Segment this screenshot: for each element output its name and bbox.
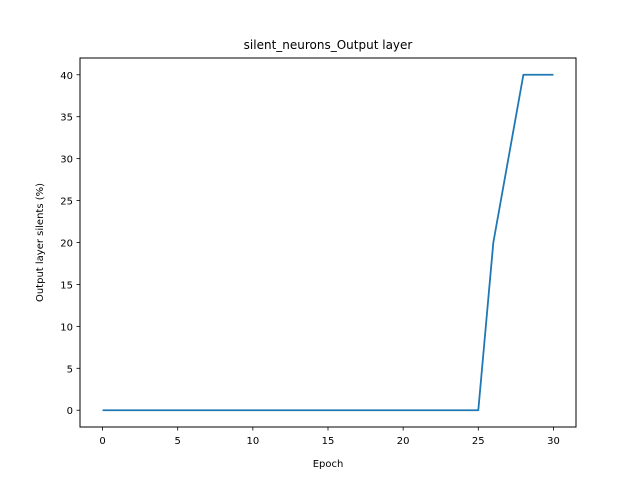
y-tick-label: 25 bbox=[60, 197, 73, 208]
data-point bbox=[341, 408, 345, 412]
y-tick-label: 40 bbox=[60, 71, 73, 82]
data-point bbox=[401, 408, 405, 412]
y-tick-label: 30 bbox=[60, 155, 73, 166]
x-tick-label: 0 bbox=[99, 436, 105, 447]
data-point bbox=[296, 408, 300, 412]
y-tick-label: 0 bbox=[67, 406, 73, 417]
y-tick-label: 35 bbox=[60, 113, 73, 124]
data-point bbox=[551, 73, 555, 77]
data-point bbox=[386, 408, 390, 412]
data-point bbox=[191, 408, 195, 412]
data-point bbox=[311, 408, 315, 412]
y-tick-label: 15 bbox=[60, 280, 73, 291]
data-point bbox=[476, 408, 480, 412]
y-tick-label: 10 bbox=[60, 322, 73, 333]
data-point bbox=[446, 408, 450, 412]
data-point bbox=[461, 408, 465, 412]
data-point bbox=[416, 408, 420, 412]
x-tick-label: 10 bbox=[246, 436, 259, 447]
data-point bbox=[266, 408, 270, 412]
y-tick-label: 20 bbox=[60, 239, 73, 250]
data-point bbox=[281, 408, 285, 412]
data-point bbox=[536, 73, 540, 77]
data-point bbox=[521, 73, 525, 77]
chart-title: silent_neurons_Output layer bbox=[244, 38, 413, 52]
y-tick-label: 5 bbox=[67, 364, 73, 375]
data-point bbox=[371, 408, 375, 412]
data-point bbox=[101, 408, 105, 412]
series-line bbox=[102, 73, 554, 412]
x-tick-label: 20 bbox=[397, 436, 410, 447]
x-tick-label: 5 bbox=[175, 436, 181, 447]
data-point bbox=[221, 408, 225, 412]
plot-area-frame bbox=[79, 57, 577, 428]
data-point bbox=[251, 408, 255, 412]
data-point bbox=[116, 408, 120, 412]
data-point bbox=[176, 408, 180, 412]
data-point bbox=[326, 408, 330, 412]
data-point bbox=[506, 157, 510, 161]
data-point bbox=[491, 241, 495, 245]
x-tick-label: 25 bbox=[472, 436, 485, 447]
data-point bbox=[146, 408, 150, 412]
data-point bbox=[131, 408, 135, 412]
x-tick-label: 30 bbox=[547, 436, 560, 447]
y-axis-label: Output layer silents (%) bbox=[35, 183, 46, 302]
data-point bbox=[236, 408, 240, 412]
x-axis-label: Epoch bbox=[313, 459, 344, 470]
data-point bbox=[431, 408, 435, 412]
data-point bbox=[161, 408, 165, 412]
x-axis-ticks: 0 5 10 15 20 25 30 bbox=[99, 427, 560, 447]
y-axis-ticks: 0 5 10 15 20 25 30 35 40 bbox=[60, 71, 80, 417]
data-point bbox=[206, 408, 210, 412]
series-layer bbox=[101, 73, 555, 412]
data-point bbox=[356, 408, 360, 412]
x-tick-label: 15 bbox=[322, 436, 335, 447]
